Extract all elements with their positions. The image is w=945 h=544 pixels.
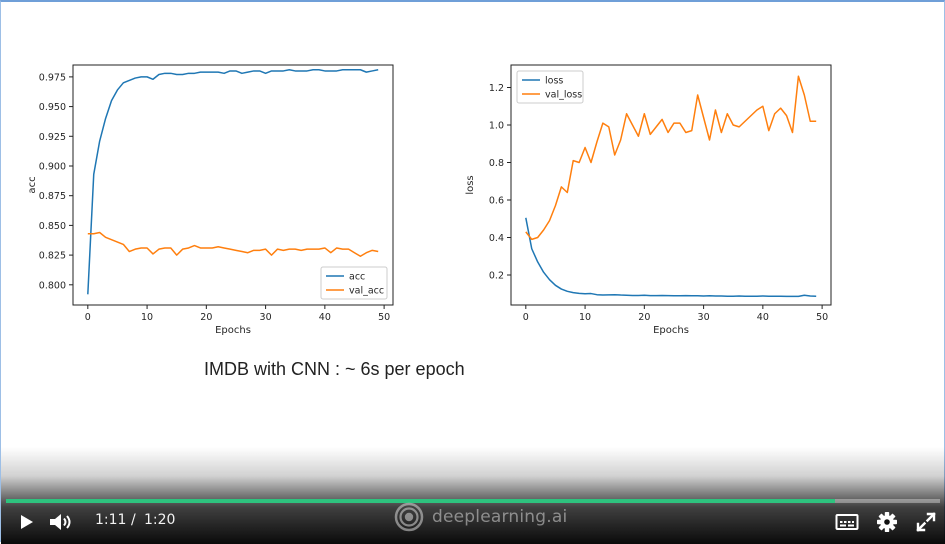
time-separator: / (131, 512, 136, 528)
slide-caption: IMDB with CNN : ~ 6s per epoch (204, 359, 465, 379)
legend-box (516, 70, 584, 104)
current-time: 1:11 (95, 512, 127, 528)
deeplearning-logo-icon (394, 502, 424, 532)
x-tick-label: 20 (638, 312, 650, 323)
progress-bar-played (6, 499, 835, 503)
x-tick-label: 30 (260, 312, 272, 323)
x-axis-label: Epochs (653, 325, 689, 336)
brand-watermark: deeplearning.ai (394, 502, 567, 532)
y-tick-label: 1.2 (489, 83, 504, 94)
y-tick-label: 0.900 (39, 161, 66, 172)
x-tick-label: 10 (579, 312, 591, 323)
y-tick-label: 0.950 (39, 102, 66, 113)
loss-chart-svg: 0 10 20 30 40 500.20.40.60.81.01.2Epochslossl… (465, 64, 832, 336)
gear-icon (877, 512, 897, 532)
legend-label: acc (349, 272, 365, 283)
x-tick-label: 10 (141, 312, 153, 323)
fullscreen-button[interactable] (915, 511, 937, 533)
series-line-loss (525, 217, 817, 298)
series-line-acc (87, 69, 379, 295)
series-line-val-acc (87, 231, 379, 258)
y-tick-label: 0.6 (489, 196, 504, 207)
y-tick-label: 0.925 (39, 132, 66, 143)
plot-frame (510, 64, 832, 306)
play-icon (21, 515, 33, 529)
y-tick-label: 0.850 (39, 221, 66, 232)
y-tick-label: 0.8 (489, 158, 504, 169)
y-tick-label: 1.0 (489, 121, 504, 132)
y-tick-label: 0.975 (39, 72, 66, 83)
legend-label: val_acc (349, 286, 384, 297)
x-axis-label: Epochs (215, 325, 251, 336)
legend-label: loss (545, 76, 563, 87)
y-tick-label: 0.800 (39, 280, 66, 291)
y-tick-label: 0.2 (489, 271, 504, 282)
y-tick-label: 0.875 (39, 191, 66, 202)
y-tick-label: 0.825 (39, 251, 66, 262)
x-tick-label: 30 (698, 312, 710, 323)
legend: acc val_acc (320, 266, 388, 300)
y-axis-label: acc (27, 176, 38, 193)
x-tick-label: 0 (85, 312, 91, 323)
player-controls-overlay (1, 447, 945, 544)
y-tick-label: 0.4 (489, 233, 504, 244)
x-tick-label: 50 (816, 312, 828, 323)
closed-captions-icon (835, 514, 859, 530)
legend-box (320, 266, 388, 300)
x-tick-label: 20 (200, 312, 212, 323)
x-tick-label: 50 (378, 312, 390, 323)
x-tick-label: 40 (319, 312, 331, 323)
duration: 1:20 (144, 512, 176, 528)
accuracy-chart: 0 10 20 30 40 50 0.800 0.825 0.850 0.875 0.900 0.92… (21, 54, 421, 339)
accuracy-chart-svg: 0 10 20 30 40 50 0.800 0.825 0.850 0.875 0.900 0.92… (27, 64, 394, 336)
closed-captions-button[interactable] (835, 512, 859, 532)
x-tick-label: 0 (523, 312, 529, 323)
series-line-val-loss (525, 75, 817, 241)
volume-button[interactable] (47, 511, 75, 533)
progress-bar[interactable] (6, 499, 940, 503)
fullscreen-icon (916, 512, 936, 532)
settings-button[interactable] (876, 511, 898, 533)
x-tick-label: 40 (757, 312, 769, 323)
loss-chart: 0 10 20 30 40 50 0.2 0.4 0.6 0.8 1.0 1.2 Epochs loss l… (461, 54, 861, 339)
plot-frame (72, 64, 394, 306)
brand-text: deeplearning.ai (432, 507, 568, 527)
legend-label: val_loss (545, 90, 582, 101)
volume-icon (50, 514, 71, 530)
y-axis-label: loss (465, 175, 476, 194)
legend: loss val_loss (516, 70, 584, 104)
play-button[interactable] (15, 511, 37, 533)
